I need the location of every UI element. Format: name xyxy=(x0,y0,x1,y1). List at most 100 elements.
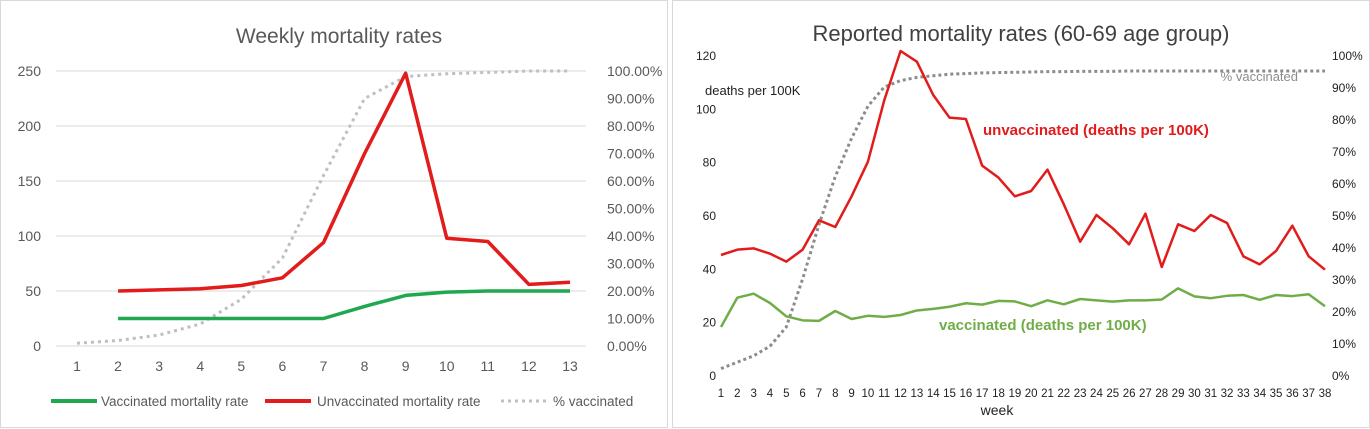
annotation-vaccinated: vaccinated (deaths per 100K) xyxy=(939,317,1147,334)
y2-tick-label: 80% xyxy=(1332,113,1356,127)
left-chart: Weekly mortality rates 0 50 100 150 200 250 0… xyxy=(18,25,663,409)
y2-tick-label: 90% xyxy=(1332,81,1356,95)
y-tick-label: 0 xyxy=(709,369,716,383)
series-lines xyxy=(719,49,1326,370)
y2-tick-label: 30.00% xyxy=(607,256,654,272)
y-tick-label: 80 xyxy=(703,156,717,170)
y-tick-label: 150 xyxy=(18,173,42,189)
left-chart-panel: Weekly mortality rates 0 50 100 150 200 250 0… xyxy=(0,0,668,428)
x-tick-label: 35 xyxy=(1270,388,1283,400)
x-axis-ticks: 1 2 3 4 5 6 7 8 9 10 11 12 13 xyxy=(73,358,578,374)
x-tick-label: 30 xyxy=(1188,388,1201,400)
x-tick-label: 11 xyxy=(878,388,890,400)
y-tick-label: 20 xyxy=(703,316,717,330)
series-line-vaccinated-deaths-per-100k xyxy=(719,287,1326,328)
x-tick-label: 13 xyxy=(910,388,923,400)
x-tick-label: 4 xyxy=(767,388,774,400)
x-tick-label: 5 xyxy=(237,358,245,374)
x-tick-label: 27 xyxy=(1139,388,1152,400)
x-tick-label: 16 xyxy=(959,388,972,400)
y-axis-ticks: 0 50 100 150 200 250 xyxy=(18,63,42,354)
y2-tick-label: 100% xyxy=(1332,49,1363,63)
y2-tick-label: 50% xyxy=(1332,209,1356,223)
x-tick-label: 4 xyxy=(196,358,204,374)
x-tick-label: 9 xyxy=(848,388,854,400)
x-tick-label: 1 xyxy=(73,358,81,374)
legend-label-pct-vaccinated: % vaccinated xyxy=(553,394,633,409)
x-tick-label: 8 xyxy=(361,358,369,374)
x-tick-label: 33 xyxy=(1237,388,1250,400)
x-tick-label: 14 xyxy=(927,388,940,400)
y2-tick-label: 0.00% xyxy=(607,338,647,354)
y2-tick-label: 20.00% xyxy=(607,283,654,299)
y2-tick-label: 0% xyxy=(1332,369,1350,383)
y2-tick-label: 40% xyxy=(1332,241,1356,255)
x-tick-label: 26 xyxy=(1123,388,1136,400)
secondary-y-axis-ticks: 0% 10% 20% 30% 40% 50% 60% 70% 80% 90% 100% xyxy=(1332,49,1363,383)
x-tick-label: 24 xyxy=(1090,388,1103,400)
x-tick-label: 10 xyxy=(862,388,875,400)
y2-tick-label: 10% xyxy=(1332,337,1356,351)
y-axis-ticks: 0 20 40 60 80 100 120 xyxy=(696,49,716,383)
x-tick-label: 20 xyxy=(1025,388,1038,400)
x-tick-label: 11 xyxy=(481,358,496,374)
y2-tick-label: 50.00% xyxy=(607,201,654,217)
y-tick-label: 100 xyxy=(696,102,716,116)
x-tick-label: 22 xyxy=(1057,388,1070,400)
y2-tick-label: 60% xyxy=(1332,177,1356,191)
annotation-pct-vaccinated: % vaccinated xyxy=(1221,69,1298,84)
y2-tick-label: 60.00% xyxy=(607,173,654,189)
x-tick-label: 7 xyxy=(320,358,328,374)
x-tick-label: 28 xyxy=(1155,388,1168,400)
series-line-vaccinated-mortality-rate xyxy=(118,289,570,321)
legend-label-vaccinated: Vaccinated mortality rate xyxy=(101,394,249,409)
x-tick-label: 10 xyxy=(439,358,455,374)
x-tick-label: 17 xyxy=(976,388,989,400)
y-tick-label: 250 xyxy=(18,63,42,79)
y2-tick-label: 40.00% xyxy=(607,228,654,244)
x-tick-label: 5 xyxy=(783,388,789,400)
x-tick-label: 7 xyxy=(816,388,822,400)
x-tick-label: 12 xyxy=(894,388,907,400)
y-tick-label: 0 xyxy=(33,338,41,354)
y2-tick-label: 10.00% xyxy=(607,311,654,327)
x-tick-label: 29 xyxy=(1172,388,1185,400)
x-tick-label: 9 xyxy=(402,358,410,374)
x-tick-label: 18 xyxy=(992,388,1005,400)
x-tick-label: 13 xyxy=(562,358,578,374)
y2-tick-label: 90.00% xyxy=(607,91,654,107)
legend-label-unvaccinated: Unvaccinated mortality rate xyxy=(317,394,481,409)
y2-tick-label: 100.00% xyxy=(607,63,662,79)
x-tick-label: 3 xyxy=(155,358,163,374)
x-tick-label: 2 xyxy=(734,388,740,400)
chart-title: Weekly mortality rates xyxy=(236,25,442,48)
x-tick-label: 12 xyxy=(521,358,537,374)
y2-tick-label: 70% xyxy=(1332,145,1356,159)
x-tick-label: 31 xyxy=(1204,388,1217,400)
x-tick-label: 1 xyxy=(718,388,724,400)
x-tick-label: 15 xyxy=(943,388,956,400)
x-tick-label: 21 xyxy=(1041,388,1054,400)
y2-tick-label: 70.00% xyxy=(607,146,654,162)
y2-tick-label: 20% xyxy=(1332,305,1356,319)
y2-tick-label: 30% xyxy=(1332,273,1356,287)
x-tick-label: 3 xyxy=(750,388,756,400)
x-tick-label: 34 xyxy=(1253,388,1266,400)
series-line-vaccinated xyxy=(76,69,570,345)
x-tick-label: 2 xyxy=(114,358,122,374)
y2-tick-label: 80.00% xyxy=(607,118,654,134)
x-tick-label: 6 xyxy=(279,358,287,374)
x-tick-label: 36 xyxy=(1286,388,1299,400)
y-tick-label: 100 xyxy=(18,228,42,244)
x-tick-label: 37 xyxy=(1302,388,1315,400)
x-tick-label: 23 xyxy=(1074,388,1087,400)
series-line-unvaccinated-mortality-rate xyxy=(118,71,571,293)
x-tick-label: 32 xyxy=(1221,388,1234,400)
x-tick-label: 6 xyxy=(799,388,805,400)
secondary-y-axis-ticks: 0.00% 10.00% 20.00% 30.00% 40.00% 50.00% 60.00… xyxy=(607,63,662,354)
y-tick-label: 60 xyxy=(703,209,717,223)
chart-title: Reported mortality rates (60-69 age grou… xyxy=(813,21,1230,46)
x-axis-label: week xyxy=(980,402,1015,418)
y-tick-label: 200 xyxy=(18,118,42,134)
